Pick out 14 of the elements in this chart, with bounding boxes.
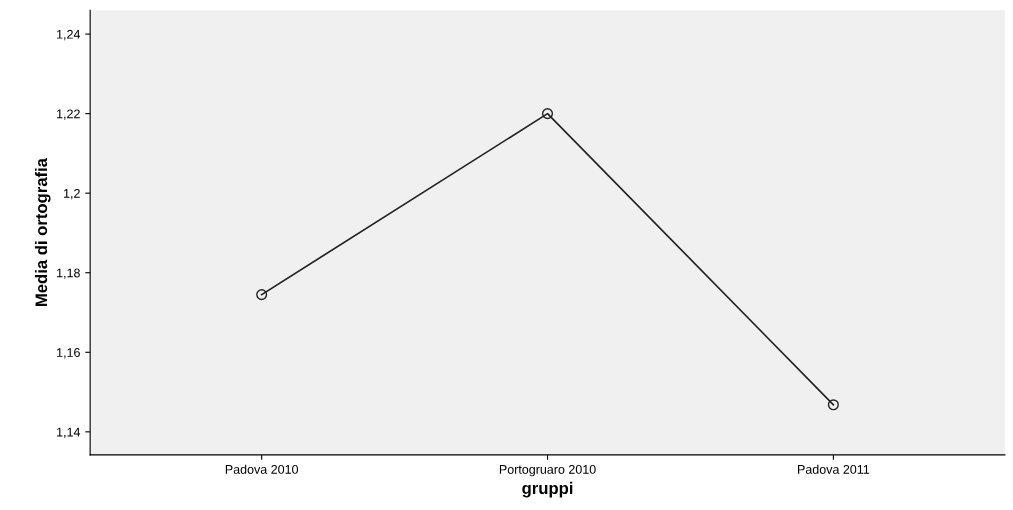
y-tick-label: 1,14 <box>57 427 81 438</box>
y-tick-label: 1,24 <box>57 29 81 41</box>
point <box>256 289 268 301</box>
y-tick-label: 1,16 <box>57 348 80 359</box>
y-tick-label: 1,22 <box>57 109 80 120</box>
y-tick-label: 1,2 <box>64 188 80 200</box>
x-tick-label: Portogruaro 2010 <box>499 464 596 477</box>
y-tick-label: 1,18 <box>57 268 80 279</box>
x-tick-label: Padova 2011 <box>798 464 870 474</box>
x-axis-title: gruppi <box>522 481 573 498</box>
y-axis-title: Media di ortografia <box>34 157 51 306</box>
point <box>827 399 839 411</box>
point <box>541 108 554 120</box>
x-tick-label: Padova 2010 <box>225 464 299 474</box>
